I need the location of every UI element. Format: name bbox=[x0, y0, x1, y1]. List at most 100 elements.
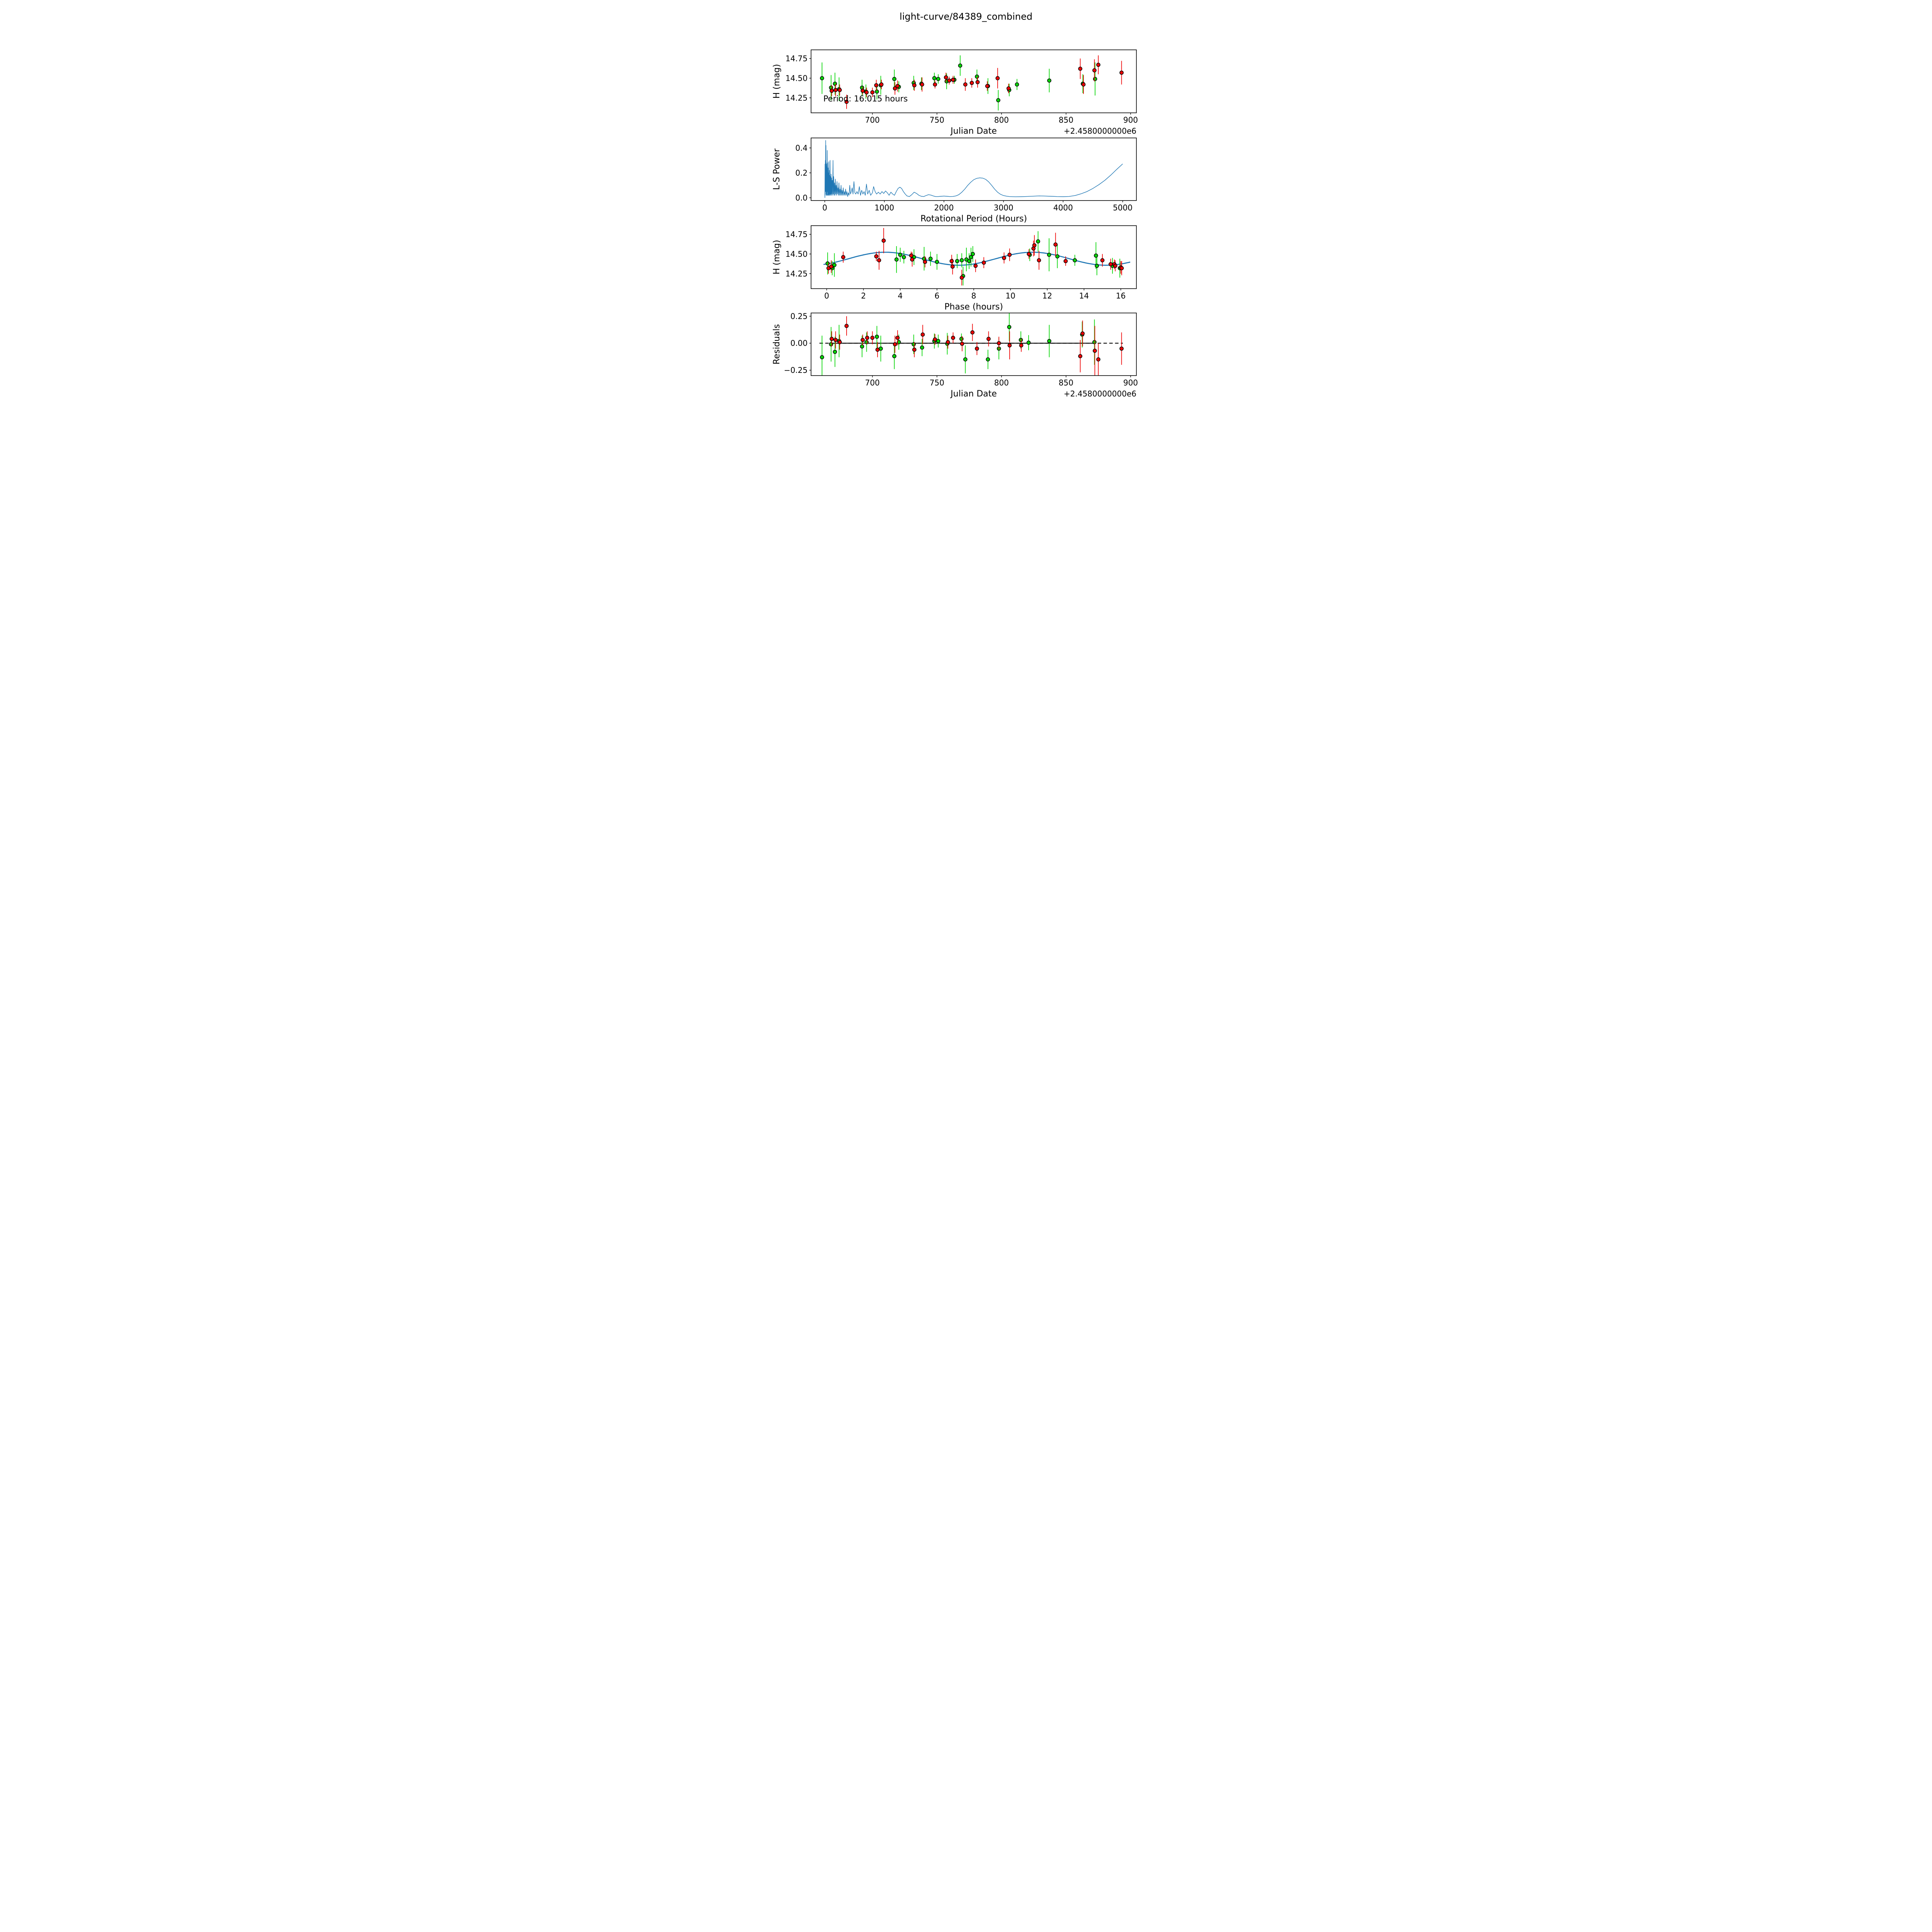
figure-title: light-curve/84389_combined bbox=[900, 11, 1032, 22]
green-data-point bbox=[936, 339, 940, 343]
y-tick-label: 14.50 bbox=[786, 249, 808, 259]
x-tick-label: 900 bbox=[1123, 378, 1138, 388]
green-data-point bbox=[829, 342, 833, 347]
x-tick-label: 2 bbox=[861, 291, 866, 301]
green-data-point bbox=[928, 257, 933, 261]
red-data-point bbox=[865, 335, 869, 340]
red-data-point bbox=[844, 100, 849, 104]
red-data-point bbox=[949, 259, 954, 264]
green-data-point bbox=[832, 263, 837, 267]
red-data-point bbox=[1078, 354, 1083, 359]
axes-frame bbox=[811, 138, 1137, 201]
red-data-point bbox=[870, 90, 875, 95]
red-data-point bbox=[1053, 242, 1058, 247]
red-data-point bbox=[877, 258, 881, 263]
red-data-point bbox=[833, 88, 838, 92]
red-data-point bbox=[1096, 357, 1100, 362]
green-data-point bbox=[936, 77, 940, 81]
green-data-point bbox=[1047, 78, 1051, 83]
x-axis-label: Julian Date bbox=[950, 126, 997, 136]
green-data-point bbox=[1092, 340, 1097, 344]
red-data-point bbox=[1063, 259, 1068, 264]
red-data-point bbox=[920, 332, 925, 337]
y-axis-label: H (mag) bbox=[772, 64, 782, 99]
green-data-point bbox=[892, 77, 896, 81]
green-data-point bbox=[875, 89, 879, 94]
green-data-point bbox=[986, 357, 990, 362]
red-data-point bbox=[975, 80, 980, 84]
green-data-point bbox=[1073, 258, 1077, 263]
green-data-point bbox=[1095, 264, 1099, 268]
red-data-point bbox=[1119, 346, 1124, 351]
green-data-point bbox=[1093, 77, 1097, 81]
x-axis-label: Rotational Period (Hours) bbox=[920, 214, 1027, 224]
green-data-point bbox=[967, 259, 971, 264]
red-data-point bbox=[1006, 86, 1011, 91]
x-tick-label: 10 bbox=[1005, 291, 1015, 301]
red-data-point bbox=[910, 257, 914, 262]
green-data-point bbox=[1047, 253, 1051, 257]
red-data-point bbox=[874, 83, 879, 88]
x-axis-label: Julian Date bbox=[950, 389, 997, 399]
green-data-point bbox=[935, 260, 939, 264]
red-data-point bbox=[951, 78, 955, 82]
x-tick-label: 4000 bbox=[1053, 203, 1073, 213]
axes-frame bbox=[811, 225, 1137, 289]
light-curve-figure: light-curve/84389_combined 700 750 800 850 9… bbox=[757, 0, 1175, 417]
panel-residuals: 700 750 800 850 900 −0.25 0.00 0.25 Julian Date +… bbox=[772, 311, 1138, 399]
y-axis-label: L-S Power bbox=[772, 148, 782, 190]
red-data-point bbox=[861, 338, 865, 342]
red-data-point bbox=[875, 347, 880, 352]
green-data-point bbox=[820, 76, 824, 80]
red-data-point bbox=[946, 340, 950, 344]
green-data-point bbox=[896, 340, 901, 344]
red-data-point bbox=[1113, 264, 1117, 268]
y-tick-label: 14.25 bbox=[786, 93, 808, 102]
red-data-point bbox=[985, 84, 990, 88]
x-tick-label: 0 bbox=[824, 291, 829, 301]
y-tick-label: 0.2 bbox=[795, 168, 808, 177]
red-data-point bbox=[1007, 253, 1012, 257]
red-data-point bbox=[1002, 256, 1006, 260]
green-data-point bbox=[959, 258, 964, 263]
green-data-point bbox=[1036, 239, 1040, 244]
green-data-point bbox=[971, 252, 975, 256]
red-data-point bbox=[833, 338, 838, 342]
red-data-point bbox=[1078, 66, 1083, 71]
red-data-point bbox=[995, 76, 1000, 80]
red-data-point bbox=[830, 337, 834, 341]
red-data-point bbox=[933, 337, 937, 342]
x-tick-label: 5000 bbox=[1113, 203, 1133, 213]
red-data-point bbox=[861, 88, 865, 93]
red-data-point bbox=[837, 340, 842, 344]
red-data-point bbox=[864, 90, 869, 95]
red-data-point bbox=[959, 276, 964, 280]
x-tick-label: 2000 bbox=[934, 203, 954, 213]
x-tick-label: 700 bbox=[865, 116, 880, 125]
x-tick-label: 850 bbox=[1059, 116, 1073, 125]
red-data-point bbox=[1081, 82, 1086, 87]
axes-frame bbox=[811, 49, 1137, 113]
red-data-point bbox=[841, 255, 845, 259]
y-axis-label: H (mag) bbox=[772, 240, 782, 275]
red-data-point bbox=[944, 75, 948, 80]
green-data-point bbox=[864, 340, 869, 344]
red-data-point bbox=[1119, 266, 1124, 270]
red-data-point bbox=[870, 335, 875, 340]
x-tick-label: 750 bbox=[930, 116, 944, 125]
axes-frame bbox=[811, 313, 1137, 376]
green-data-point bbox=[901, 255, 906, 259]
green-data-point bbox=[860, 344, 864, 349]
red-data-point bbox=[912, 347, 917, 352]
green-data-point bbox=[996, 98, 1000, 102]
y-axis-label: Residuals bbox=[772, 324, 782, 364]
green-data-point bbox=[875, 335, 879, 339]
y-tick-label: 14.75 bbox=[786, 230, 808, 239]
green-data-point bbox=[912, 342, 916, 347]
green-data-point bbox=[833, 82, 837, 86]
x-tick-label: 0 bbox=[822, 203, 827, 213]
x-tick-label: 1000 bbox=[874, 203, 894, 213]
red-data-point bbox=[981, 260, 986, 265]
red-data-point bbox=[1007, 343, 1012, 348]
x-tick-label: 4 bbox=[898, 291, 903, 301]
